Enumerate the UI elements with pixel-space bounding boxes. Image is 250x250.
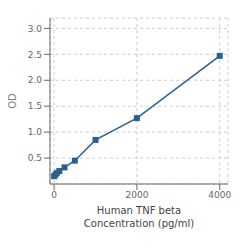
html-text:Concentration (pg/ml): Concentration (pg/ml) [83,218,195,229]
html-text:Human TNF beta: Human TNF beta [96,205,182,216]
svg-text:3.0: 3.0 [28,24,43,34]
svg-text:0: 0 [51,190,57,200]
svg-text:2.5: 2.5 [28,50,42,60]
svg-text:2000: 2000 [125,190,148,200]
svg-text:2.0: 2.0 [28,75,43,85]
svg-text:1.0: 1.0 [28,127,43,137]
svg-text:0.5: 0.5 [28,153,42,163]
svg-text:1.5: 1.5 [28,101,42,111]
svg-text:OD: OD [8,93,18,109]
svg-text:4000: 4000 [208,190,231,200]
